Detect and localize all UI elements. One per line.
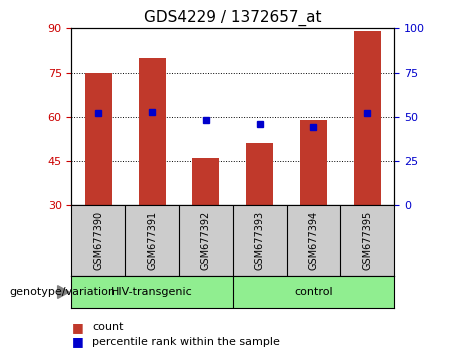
Text: GSM677393: GSM677393 bbox=[254, 211, 265, 270]
Polygon shape bbox=[58, 286, 69, 298]
Bar bbox=[193, 158, 219, 205]
Text: GSM677394: GSM677394 bbox=[308, 211, 319, 270]
Text: GSM677391: GSM677391 bbox=[147, 211, 157, 270]
Bar bbox=[85, 73, 112, 205]
Text: ■: ■ bbox=[71, 321, 83, 334]
Text: genotype/variation: genotype/variation bbox=[9, 287, 115, 297]
Bar bbox=[300, 120, 327, 205]
Text: GSM677395: GSM677395 bbox=[362, 211, 372, 270]
Text: percentile rank within the sample: percentile rank within the sample bbox=[92, 337, 280, 347]
Text: count: count bbox=[92, 322, 124, 332]
Text: HIV-transgenic: HIV-transgenic bbox=[111, 287, 193, 297]
Bar bbox=[139, 58, 165, 205]
Text: GSM677390: GSM677390 bbox=[93, 211, 103, 270]
Text: GSM677392: GSM677392 bbox=[201, 211, 211, 270]
Bar bbox=[354, 31, 381, 205]
Bar bbox=[246, 143, 273, 205]
Title: GDS4229 / 1372657_at: GDS4229 / 1372657_at bbox=[144, 9, 322, 25]
Text: control: control bbox=[294, 287, 333, 297]
Text: ■: ■ bbox=[71, 335, 83, 348]
